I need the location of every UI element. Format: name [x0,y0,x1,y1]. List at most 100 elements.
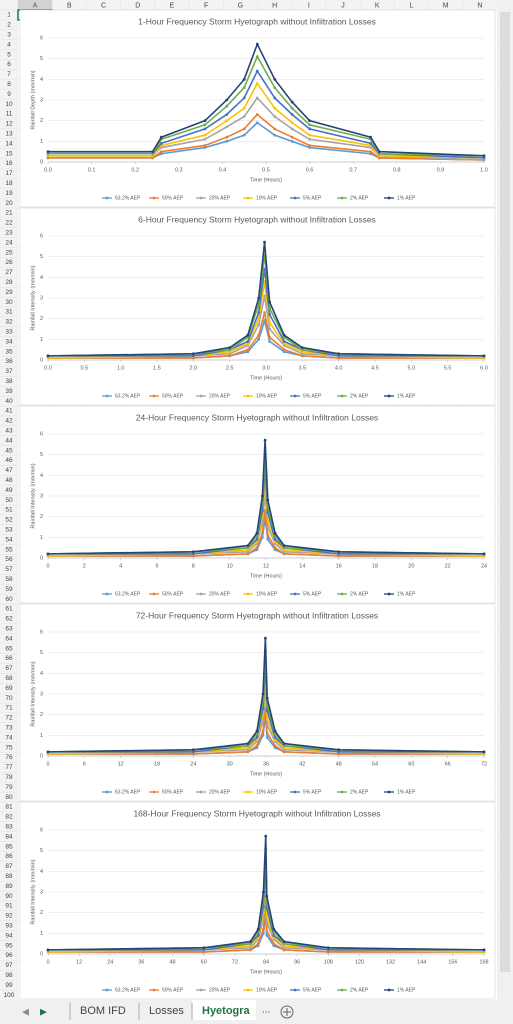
row-header[interactable]: 47 [5,467,13,474]
row-header[interactable]: 65 [5,645,13,652]
row-header[interactable]: 93 [5,922,13,929]
row-header[interactable]: 59 [5,586,13,593]
legend-label[interactable]: 1% AEP [397,987,416,993]
row-header[interactable]: 6 [7,61,11,68]
row-header[interactable]: 44 [5,437,13,444]
row-header[interactable]: 1 [7,12,11,19]
legend-label[interactable]: 10% AEP [256,393,278,399]
row-header[interactable]: 53 [5,526,13,533]
row-header[interactable]: 32 [5,319,13,326]
row-header[interactable]: 7 [7,71,11,78]
tab-overflow[interactable]: ... [262,1005,270,1016]
column-header[interactable]: E [170,2,175,9]
row-header[interactable]: 81 [5,804,13,811]
legend-label[interactable]: 20% AEP [209,789,231,795]
row-header[interactable]: 2 [7,22,11,29]
row-header[interactable]: 55 [5,546,13,553]
row-header[interactable]: 14 [5,140,13,147]
row-header[interactable]: 92 [5,913,13,920]
row-header[interactable]: 64 [5,635,13,642]
row-header[interactable]: 71 [5,705,13,712]
legend-label[interactable]: 1% AEP [397,195,416,201]
row-header[interactable]: 33 [5,328,13,335]
legend-label[interactable]: 10% AEP [256,195,278,201]
legend-label[interactable]: 5% AEP [303,789,322,795]
row-header[interactable]: 3 [7,31,11,38]
column-header[interactable]: I [308,2,310,9]
row-header[interactable]: 39 [5,388,13,395]
tab-nav-next[interactable]: ▶ [40,1006,47,1016]
row-header[interactable]: 26 [5,259,13,266]
row-header[interactable]: 37 [5,368,13,375]
row-header[interactable]: 97 [5,962,13,969]
row-header[interactable]: 46 [5,457,13,464]
row-header[interactable]: 43 [5,427,13,434]
row-header[interactable]: 45 [5,447,13,454]
row-header[interactable]: 85 [5,843,13,850]
column-header[interactable]: J [341,2,345,9]
row-header[interactable]: 63 [5,625,13,632]
legend-label[interactable]: 20% AEP [209,987,231,993]
column-header[interactable]: C [101,2,106,9]
row-header[interactable]: 38 [5,378,13,385]
legend-label[interactable]: 5% AEP [303,987,322,993]
row-header[interactable]: 15 [5,150,13,157]
row-header[interactable]: 23 [5,229,13,236]
row-header[interactable]: 48 [5,477,13,484]
row-header[interactable]: 98 [5,972,13,979]
row-header[interactable]: 76 [5,754,13,761]
active-sheet-tab[interactable]: Hyetogra [202,1005,251,1017]
row-header[interactable]: 77 [5,764,13,771]
column-header[interactable]: A [33,2,38,9]
legend-label[interactable]: 50% AEP [162,591,184,597]
row-header[interactable]: 84 [5,833,13,840]
column-header[interactable]: D [135,2,140,9]
row-header[interactable]: 12 [5,121,13,128]
row-header[interactable]: 41 [5,408,13,415]
row-header[interactable]: 70 [5,695,13,702]
column-header[interactable]: F [204,2,208,9]
row-header[interactable]: 42 [5,418,13,425]
row-header[interactable]: 49 [5,487,13,494]
legend-label[interactable]: 50% AEP [162,195,184,201]
row-header[interactable]: 35 [5,348,13,355]
row-header[interactable]: 10 [5,101,13,108]
legend-label[interactable]: 1% AEP [397,789,416,795]
row-header[interactable]: 54 [5,536,13,543]
row-header[interactable]: 69 [5,685,13,692]
column-header[interactable]: K [375,2,380,9]
row-header[interactable]: 99 [5,982,13,989]
row-header[interactable]: 60 [5,596,13,603]
row-header[interactable]: 40 [5,398,13,405]
row-header[interactable]: 72 [5,715,13,722]
row-header[interactable]: 58 [5,576,13,583]
add-sheet-button[interactable] [280,1005,294,1019]
row-header[interactable]: 100 [4,992,15,999]
row-header[interactable]: 90 [5,893,13,900]
column-header[interactable]: M [443,2,449,9]
row-header[interactable]: 94 [5,932,13,939]
row-header[interactable]: 22 [5,220,13,227]
row-header[interactable]: 66 [5,655,13,662]
row-header[interactable]: 16 [5,160,13,167]
sheet-tab[interactable]: BOM IFD [80,1005,126,1017]
column-header[interactable]: N [477,2,482,9]
row-header[interactable]: 52 [5,517,13,524]
row-header[interactable]: 67 [5,665,13,672]
row-header[interactable]: 11 [6,111,13,118]
column-header[interactable]: H [272,2,277,9]
row-header[interactable]: 75 [5,744,13,751]
row-header[interactable]: 91 [5,903,13,910]
legend-label[interactable]: 1% AEP [397,591,416,597]
row-header[interactable]: 73 [5,724,13,731]
row-header[interactable]: 61 [5,606,13,613]
legend-label[interactable]: 63.2% AEP [115,987,141,993]
column-header[interactable]: B [67,2,72,9]
row-header[interactable]: 21 [5,210,13,217]
legend-label[interactable]: 63.2% AEP [115,591,141,597]
legend-label[interactable]: 2% AEP [350,393,369,399]
row-header[interactable]: 36 [5,358,13,365]
legend-label[interactable]: 20% AEP [209,393,231,399]
legend-label[interactable]: 5% AEP [303,591,322,597]
row-header[interactable]: 79 [5,784,13,791]
